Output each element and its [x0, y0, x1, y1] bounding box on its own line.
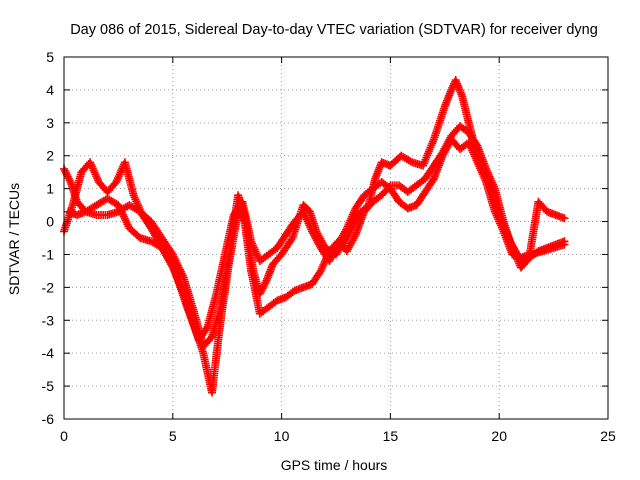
y-tick-label: -6	[42, 411, 55, 427]
plot-border	[63, 56, 609, 420]
data-point	[560, 237, 569, 246]
data-point	[341, 225, 350, 234]
data-point	[472, 140, 481, 149]
y-tick-label: 2	[46, 148, 54, 164]
y-tick-label: 0	[46, 214, 54, 230]
data-point	[202, 324, 211, 333]
series-track-b	[60, 122, 569, 397]
series-track-c	[64, 135, 569, 345]
axis-ticks: 0 5 10 15 20 25 -6 -5 -4 -3 -2 -1 0 1 2 3 4 5	[42, 49, 616, 444]
x-axis-label: GPS time / hours	[281, 457, 388, 473]
y-tick-label: 4	[46, 82, 54, 98]
x-tick-label: 15	[383, 428, 399, 444]
x-tick-label: 5	[169, 428, 177, 444]
y-tick-label: -2	[42, 279, 55, 295]
y-tick-label: -1	[42, 246, 55, 262]
y-tick-label: 5	[46, 49, 54, 65]
y-tick-label: 3	[46, 115, 54, 131]
data-point	[406, 157, 415, 166]
x-tick-label: 20	[491, 428, 507, 444]
y-tick-label: -3	[42, 312, 55, 328]
y-tick-label: -4	[42, 345, 55, 361]
y-axis-label: SDTVAR / TECUs	[6, 183, 22, 295]
data-point	[350, 232, 359, 241]
data-point	[560, 214, 569, 223]
x-tick-label: 25	[600, 428, 616, 444]
data-point	[428, 176, 437, 185]
x-tick-label: 10	[274, 428, 290, 444]
y-tick-label: -5	[42, 378, 55, 394]
x-tick-label: 0	[60, 428, 68, 444]
chart-title: Day 086 of 2015, Sidereal Day-to-day VTE…	[70, 22, 598, 38]
data-points	[60, 76, 569, 397]
y-tick-label: 1	[46, 181, 54, 197]
